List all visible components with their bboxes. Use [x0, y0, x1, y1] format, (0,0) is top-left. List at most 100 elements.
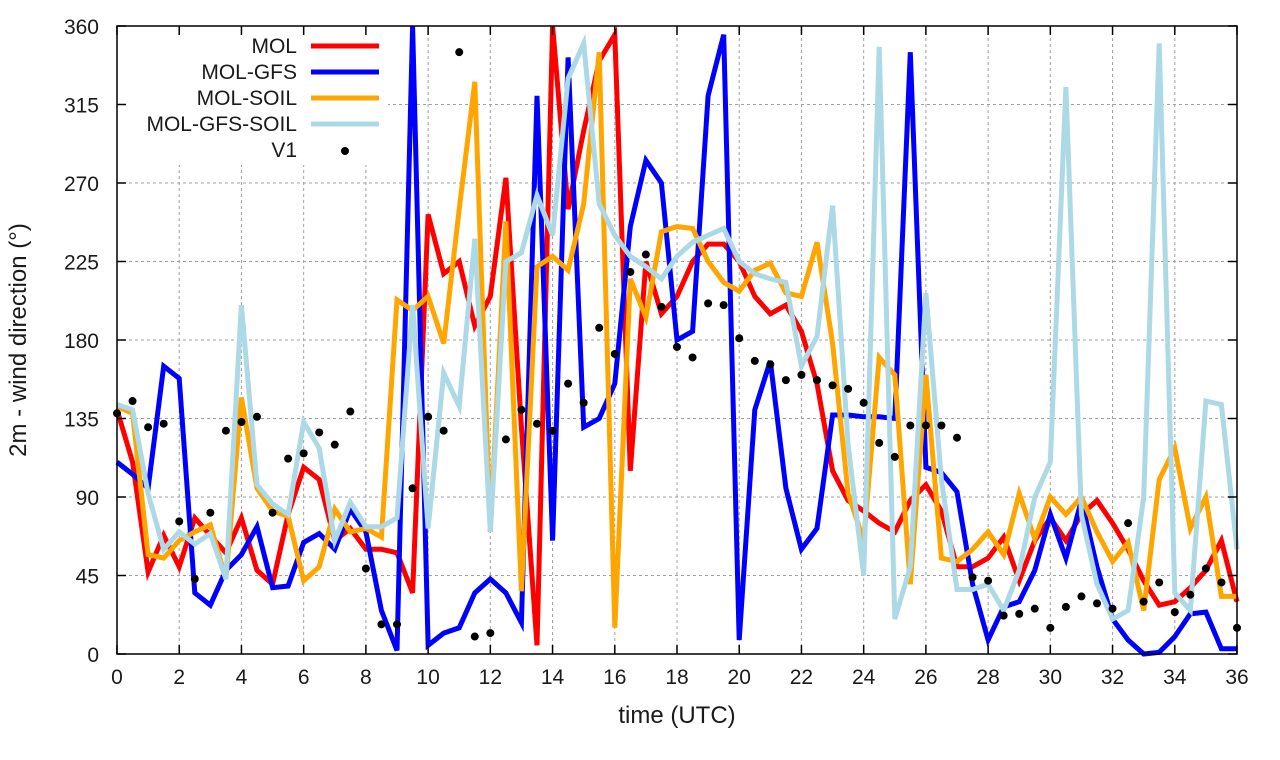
y-tick-label: 180: [64, 330, 99, 353]
data-point-v1: [1124, 519, 1133, 528]
data-point-v1: [315, 428, 324, 437]
data-point-v1: [890, 452, 899, 461]
series-line-mol-gfs-soil: [116, 33, 1240, 623]
x-tick-label: 8: [360, 666, 372, 689]
y-tick-label: 360: [64, 16, 99, 39]
y-tick-label: 270: [64, 173, 99, 196]
data-point-v1: [284, 454, 293, 463]
data-point-v1: [361, 564, 370, 573]
y-tick-label: 90: [76, 487, 99, 510]
data-point-v1: [533, 419, 541, 428]
data-point-v1: [346, 407, 355, 416]
x-tick-labels: 0 2 4 6 8 10 12 14 16 18 20 22 24 26 28 30 32 34 36: [111, 666, 1249, 689]
data-point-v1: [1046, 623, 1055, 632]
legend-item-mol-soil: MOL-SOIL: [197, 87, 379, 110]
legend-label: MOL: [251, 35, 297, 58]
data-point-v1: [439, 426, 448, 435]
data-point-v1: [1030, 604, 1039, 613]
data-point-v1: [984, 576, 993, 585]
x-tick-label: 34: [1163, 666, 1187, 689]
x-tick-label: 24: [852, 666, 876, 689]
x-tick-label: 26: [914, 666, 937, 689]
data-point-v1: [1201, 564, 1210, 573]
data-point-v1: [517, 405, 526, 414]
data-point-v1: [875, 438, 884, 447]
y-tick-label: 0: [87, 644, 99, 667]
x-tick-label: 28: [976, 666, 999, 689]
y-tick-label: 45: [76, 566, 99, 589]
data-point-v1: [688, 353, 697, 362]
y-tick-label: 135: [64, 409, 99, 432]
data-point-v1: [159, 419, 168, 428]
data-point-v1: [766, 360, 775, 369]
data-point-v1: [408, 484, 417, 493]
data-point-v1: [828, 381, 837, 390]
data-point-v1: [657, 302, 666, 311]
data-point-v1: [206, 508, 215, 517]
legend: MOL MOL-GFS MOL-SOIL MOL-GFS-SOIL V1: [146, 35, 379, 162]
data-point-v1: [610, 349, 619, 358]
data-point-v1: [501, 435, 510, 444]
legend-item-mol: MOL: [251, 35, 379, 58]
data-point-v1: [393, 620, 401, 629]
data-point-v1: [128, 397, 137, 406]
data-point-v1: [1015, 609, 1024, 618]
series-mol-gfs-soil: [116, 33, 1240, 623]
data-point-v1: [424, 412, 433, 421]
data-point-v1: [719, 301, 728, 310]
grid-lines: [117, 26, 1237, 654]
data-point-v1: [906, 421, 915, 430]
data-point-v1: [844, 384, 853, 393]
data-point-v1: [455, 48, 464, 57]
data-point-v1: [968, 573, 977, 582]
legend-label: V1: [271, 139, 297, 162]
x-tick-label: 10: [416, 666, 439, 689]
x-axis-title: time (UTC): [618, 702, 735, 729]
data-point-v1: [253, 412, 261, 421]
data-point-v1: [486, 629, 495, 638]
y-tick-labels: 0 45 90 135 180 225 270 315 360: [64, 16, 99, 667]
series-line-mol-soil: [115, 51, 1237, 628]
x-tick-label: 16: [603, 666, 626, 689]
observation-points: [113, 48, 1241, 641]
x-tick-label: 4: [236, 666, 248, 689]
x-tick-label: 20: [728, 666, 751, 689]
data-point-v1: [781, 376, 790, 385]
x-tick-label: 14: [541, 666, 565, 689]
data-point-v1: [999, 611, 1008, 620]
data-point-v1: [377, 620, 386, 629]
data-point-v1: [1217, 578, 1226, 587]
data-point-v1: [1139, 597, 1148, 606]
x-tick-label: 30: [1039, 666, 1062, 689]
y-tick-label: 315: [64, 95, 99, 118]
data-point-v1: [937, 421, 946, 430]
x-tick-label: 0: [111, 666, 123, 689]
legend-swatch: [341, 147, 349, 155]
series-layer: [114, 25, 1240, 657]
y-tick-label: 225: [64, 252, 99, 275]
data-point-v1: [330, 440, 339, 449]
legend-label: MOL-GFS-SOIL: [146, 113, 297, 136]
data-point-v1: [797, 370, 806, 379]
data-point-v1: [1155, 578, 1164, 587]
legend-item-v1: V1: [271, 139, 349, 162]
x-tick-label: 6: [298, 666, 310, 689]
x-tick-label: 22: [790, 666, 813, 689]
y-axis-title: 2m - wind direction (°): [5, 223, 32, 457]
data-point-v1: [1077, 592, 1086, 601]
series-line-mol-gfs: [115, 25, 1237, 657]
data-point-v1: [750, 356, 759, 365]
legend-label: MOL-SOIL: [197, 87, 297, 110]
data-point-v1: [626, 267, 635, 276]
data-point-v1: [190, 574, 199, 583]
legend-item-mol-gfs-soil: MOL-GFS-SOIL: [146, 113, 379, 136]
axis-ticks: [116, 25, 1238, 655]
data-point-v1: [470, 632, 479, 641]
data-point-v1: [1186, 590, 1195, 599]
data-point-v1: [299, 449, 308, 458]
series-mol-soil: [115, 51, 1237, 628]
data-point-v1: [548, 426, 557, 435]
data-point-v1: [1170, 608, 1179, 617]
data-point-v1: [953, 433, 961, 442]
